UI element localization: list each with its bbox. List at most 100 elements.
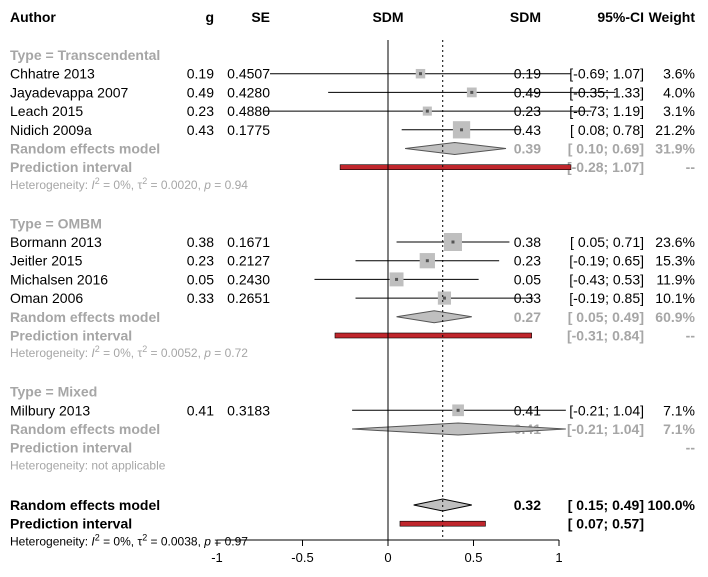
group-1-random-diamond [396, 310, 472, 324]
study-0-0-author: Chhatre 2013 [10, 66, 95, 82]
group-2-random-label: Random effects model [10, 421, 160, 437]
group-1-random-sdm: 0.27 [514, 309, 541, 325]
group-0-prediction-bar [339, 164, 572, 170]
overall-random-label: Random effects model [10, 497, 160, 513]
study-0-2-point [425, 109, 429, 113]
study-0-3-weight: 21.2% [655, 122, 695, 138]
study-2-0-g: 0.41 [187, 402, 214, 418]
group-0-prediction-ci: [-0.28; 1.07] [567, 159, 644, 175]
group-0-prediction-weight: -- [686, 159, 696, 175]
study-1-1-point [425, 259, 429, 263]
study-1-2-author: Michalsen 2016 [10, 271, 108, 287]
overall-prediction-ci: [ 0.07; 0.57] [568, 516, 644, 532]
x-tick-label-2: 0 [384, 550, 391, 565]
group-1-random-weight: 60.9% [655, 309, 695, 325]
study-1-1-sdm: 0.23 [514, 253, 541, 269]
group-1-prediction-label: Prediction interval [10, 328, 132, 344]
study-1-0-weight: 23.6% [655, 234, 695, 250]
study-0-1-author: Jayadevappa 2007 [10, 84, 129, 100]
study-0-1-point [470, 90, 474, 94]
study-1-3-author: Oman 2006 [10, 290, 83, 306]
study-0-3-point [460, 128, 464, 132]
study-1-1-ci: [-0.19; 0.65] [569, 253, 644, 269]
study-0-2-ci: [-0.73; 1.19] [569, 103, 644, 119]
study-0-3-ci: [ 0.08; 0.78] [570, 122, 644, 138]
study-0-1-se: 0.4280 [227, 84, 270, 100]
overall-random-weight: 100.0% [648, 497, 696, 513]
study-0-0-point [418, 72, 422, 76]
header-sdm: SDM [510, 9, 541, 25]
study-1-1-se: 0.2127 [227, 253, 270, 269]
group-1-title: Type = OMBM [10, 215, 102, 231]
study-0-1-g: 0.49 [187, 84, 214, 100]
study-0-2-weight: 3.1% [663, 103, 695, 119]
study-0-3-author: Nidich 2009a [10, 122, 92, 138]
study-0-2-g: 0.23 [187, 103, 214, 119]
study-0-2-se: 0.4880 [227, 103, 270, 119]
group-1-heterogeneity: Heterogeneity: I2 = 0%, τ2 = 0.0052, p =… [10, 344, 248, 360]
study-1-1-author: Jeitler 2015 [10, 253, 83, 269]
group-2-random-ci: [-0.21; 1.04] [567, 421, 644, 437]
study-0-1-weight: 4.0% [663, 84, 695, 100]
group-2-random-diamond [352, 422, 566, 436]
study-2-0-ci: [-0.21; 1.04] [569, 402, 644, 418]
group-2-prediction-weight: -- [686, 440, 696, 456]
header-g: g [205, 9, 214, 25]
group-0-random-label: Random effects model [10, 141, 160, 157]
study-1-3-weight: 10.1% [655, 290, 695, 306]
group-0-random-ci: [ 0.10; 0.69] [568, 141, 644, 157]
study-0-3-sdm: 0.43 [514, 122, 541, 138]
overall-random-sdm: 0.32 [514, 497, 541, 513]
header-weight: Weight [649, 9, 696, 25]
study-1-3-point [442, 296, 446, 300]
group-0-heterogeneity: Heterogeneity: I2 = 0%, τ2 = 0.0020, p =… [10, 176, 248, 192]
study-1-0-sdm: 0.38 [514, 234, 541, 250]
study-0-0-weight: 3.6% [663, 66, 695, 82]
overall-prediction-label: Prediction interval [10, 516, 132, 532]
study-1-3-ci: [-0.19; 0.85] [569, 290, 644, 306]
group-0-random-weight: 31.9% [655, 141, 695, 157]
group-1-random-ci: [ 0.05; 0.49] [568, 309, 644, 325]
group-2-title: Type = Mixed [10, 384, 97, 400]
group-1-random-label: Random effects model [10, 309, 160, 325]
study-0-2-author: Leach 2015 [10, 103, 83, 119]
x-tick-label-0: -1 [211, 550, 223, 565]
study-1-0-point [451, 240, 455, 244]
group-2-random-weight: 7.1% [663, 421, 695, 437]
header-author: Author [10, 9, 56, 25]
study-1-2-ci: [-0.43; 0.53] [569, 271, 644, 287]
group-0-random-diamond [405, 141, 507, 156]
x-tick-label-3: 0.5 [464, 550, 482, 565]
study-2-0-point [456, 408, 460, 412]
group-2-prediction-label: Prediction interval [10, 440, 132, 456]
study-1-2-point [395, 277, 399, 281]
study-0-0-ci: [-0.69; 1.07] [569, 66, 644, 82]
study-2-0-author: Milbury 2013 [10, 402, 90, 418]
study-1-3-g: 0.33 [187, 290, 214, 306]
group-0-random-sdm: 0.39 [514, 141, 541, 157]
group-2-heterogeneity: Heterogeneity: not applicable [10, 458, 166, 472]
group-1-prediction-ci: [-0.31; 0.84] [567, 328, 644, 344]
study-0-3-se: 0.1775 [227, 122, 270, 138]
study-0-3-g: 0.43 [187, 122, 214, 138]
study-1-1-g: 0.23 [187, 253, 214, 269]
header-ci: 95%-CI [597, 9, 644, 25]
group-0-prediction-label: Prediction interval [10, 159, 132, 175]
study-1-0-ci: [ 0.05; 0.71] [570, 234, 644, 250]
overall-heterogeneity: Heterogeneity: I2 = 0%, τ2 = 0.0038, p =… [10, 532, 248, 548]
study-1-2-weight: 11.9% [656, 271, 695, 287]
study-1-2-g: 0.05 [187, 271, 214, 287]
study-2-0-weight: 7.1% [663, 402, 695, 418]
study-1-0-se: 0.1671 [227, 234, 270, 250]
group-1-prediction-bar [334, 332, 532, 339]
group-0-title: Type = Transcendental [10, 47, 160, 63]
header-sdm-plot: SDM [372, 9, 403, 25]
x-tick-label-1: -0.5 [291, 550, 313, 565]
header-se: SE [251, 9, 270, 25]
study-1-0-author: Bormann 2013 [10, 234, 102, 250]
study-0-0-g: 0.19 [187, 66, 214, 82]
study-2-0-se: 0.3183 [227, 402, 270, 418]
study-1-3-se: 0.2651 [227, 290, 270, 306]
